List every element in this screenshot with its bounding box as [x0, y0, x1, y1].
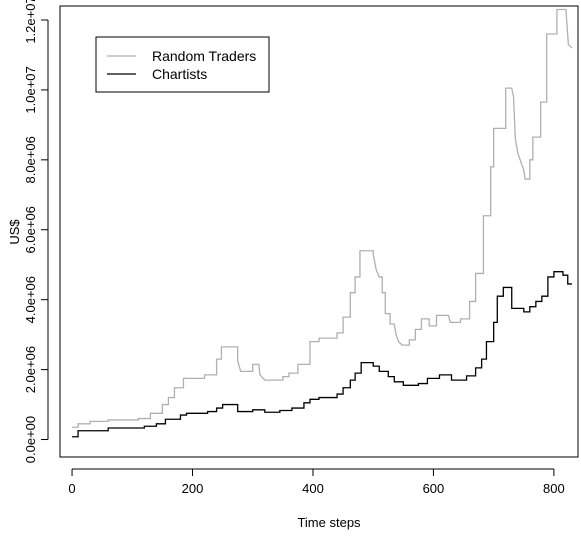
x-axis-label: Time steps: [297, 515, 361, 530]
legend-label-chartists: Chartists: [152, 66, 207, 82]
y-tick-label: 2.0e+06: [23, 346, 38, 393]
x-tick-label: 800: [543, 481, 565, 496]
y-tick-label: 1.2e+07: [23, 0, 38, 44]
x-tick-label: 400: [302, 481, 324, 496]
y-axis: 0.0e+00 2.0e+06 4.0e+06 6.0e+06 8.0e+06 1.0e+…: [23, 0, 49, 463]
y-tick-label: 1.0e+07: [23, 66, 38, 113]
series-line-chartists: [72, 271, 572, 438]
y-tick-label: 0.0e+00: [23, 416, 38, 463]
legend: Random Traders Chartists: [95, 36, 270, 93]
legend-label-random-traders: Random Traders: [152, 48, 256, 64]
y-axis-label: US$: [7, 219, 22, 245]
y-tick-label: 4.0e+06: [23, 276, 38, 323]
series-layer: [72, 8, 573, 438]
y-tick-label: 6.0e+06: [23, 206, 38, 253]
x-tick-label: 0: [68, 481, 75, 496]
x-tick-label: 200: [182, 481, 204, 496]
x-tick-label: 600: [423, 481, 445, 496]
x-axis: 0 200 400 600 800: [68, 468, 565, 496]
series-line-random-traders: [72, 8, 573, 428]
legend-box: [95, 36, 270, 93]
plot-frame: [59, 5, 579, 458]
y-tick-label: 8.0e+06: [23, 136, 38, 183]
